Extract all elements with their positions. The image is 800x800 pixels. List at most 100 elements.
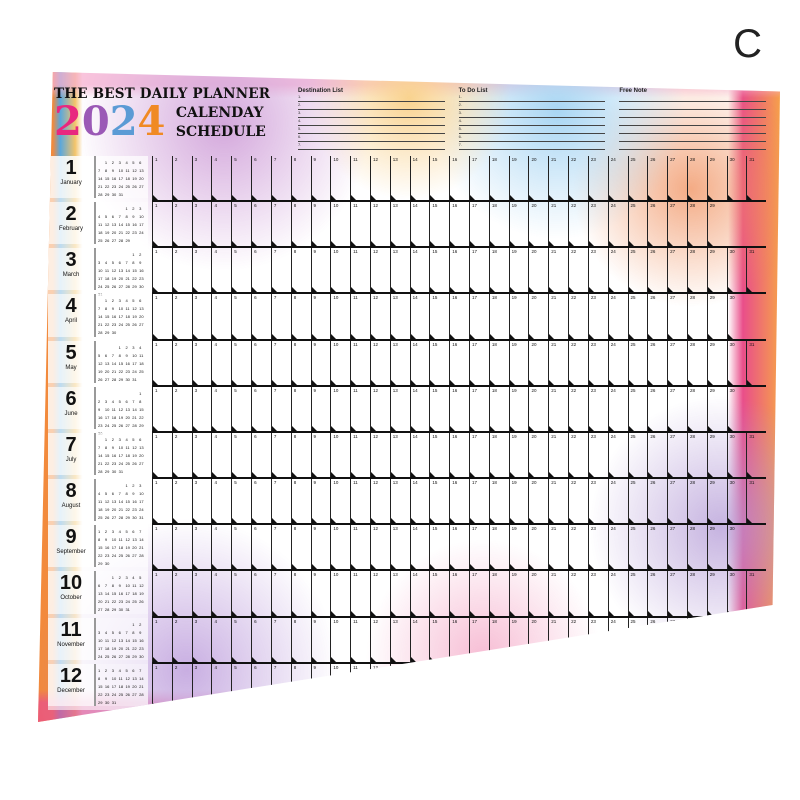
day-cell[interactable]: 4	[211, 248, 231, 293]
day-cell[interactable]: 28	[686, 156, 707, 201]
day-cell[interactable]: 20	[528, 617, 548, 662]
day-cell[interactable]: 31	[746, 479, 766, 524]
day-cell[interactable]: 2	[171, 294, 192, 339]
day-cell[interactable]: 20	[528, 571, 548, 616]
day-cell[interactable]: 3	[191, 617, 212, 662]
day-cell[interactable]: 12	[369, 479, 390, 524]
day-cell[interactable]: 6	[251, 202, 271, 247]
day-cell[interactable]: 8	[290, 156, 311, 201]
day-cell[interactable]: 19	[508, 663, 529, 709]
day-cell[interactable]: 10	[330, 663, 350, 709]
day-cell[interactable]: 9	[310, 202, 331, 247]
day-cell[interactable]: 11	[350, 340, 370, 385]
day-cell[interactable]: 28	[686, 663, 707, 709]
day-cell[interactable]: 30	[726, 156, 747, 201]
day-cell[interactable]: 17	[469, 294, 489, 339]
day-cell[interactable]: 12	[369, 156, 390, 201]
day-cell[interactable]: 24	[607, 202, 628, 247]
day-cell[interactable]: 22	[568, 386, 588, 432]
day-cell[interactable]: 29	[706, 248, 727, 293]
day-cell[interactable]: 8	[290, 663, 311, 709]
day-cell[interactable]: 26	[647, 571, 667, 616]
day-cell[interactable]: 2	[171, 340, 192, 385]
day-cell[interactable]: 5	[231, 156, 251, 201]
day-cell[interactable]: 10	[330, 432, 350, 478]
day-cell[interactable]: 4	[211, 294, 231, 339]
day-cell[interactable]: 16	[449, 479, 469, 524]
day-cell[interactable]: 5	[231, 617, 251, 662]
day-cell[interactable]: 10	[330, 156, 350, 201]
day-cell[interactable]: 29	[706, 479, 727, 524]
day-cell[interactable]: 6	[251, 571, 271, 616]
day-cell[interactable]: 29	[706, 432, 727, 478]
day-cell[interactable]: 28	[686, 202, 707, 247]
day-cell[interactable]: 4	[211, 202, 231, 247]
day-cell[interactable]: 10	[330, 571, 350, 616]
day-cell[interactable]: 11	[350, 386, 370, 432]
day-cell[interactable]: 17	[469, 386, 489, 432]
day-cell[interactable]: 6	[251, 248, 271, 293]
day-cell[interactable]: 18	[488, 663, 509, 709]
day-cell[interactable]: 24	[607, 617, 628, 662]
day-cell[interactable]: 11	[350, 202, 370, 247]
day-cell[interactable]: 3	[191, 202, 212, 247]
day-cell[interactable]: 3	[191, 479, 212, 524]
day-cell[interactable]: 9	[310, 663, 331, 709]
day-cell[interactable]: 1	[152, 571, 172, 616]
day-cell[interactable]: 15	[429, 294, 449, 339]
day-cell[interactable]: 21	[548, 156, 568, 201]
day-cell[interactable]: 31	[746, 156, 766, 201]
day-cell[interactable]: 20	[528, 202, 548, 247]
day-cell[interactable]: 22	[568, 202, 588, 247]
day-cell[interactable]: 8	[290, 340, 311, 385]
day-cell[interactable]: 23	[587, 617, 608, 662]
day-cell[interactable]: 19	[508, 479, 529, 524]
day-cell[interactable]: 23	[587, 202, 608, 247]
day-cell[interactable]: 7	[270, 617, 291, 662]
day-cell[interactable]: 26	[647, 156, 667, 201]
day-cell[interactable]: 7	[270, 432, 291, 478]
day-cell[interactable]: 26	[647, 386, 667, 432]
day-cell[interactable]: 2	[171, 386, 192, 432]
day-cell[interactable]: 3	[191, 525, 212, 570]
day-cell[interactable]: 19	[508, 525, 529, 570]
day-cell[interactable]: 25	[627, 340, 648, 385]
day-cell[interactable]: 29	[706, 202, 727, 247]
day-cell[interactable]: 23	[587, 156, 608, 201]
day-cell[interactable]: 9	[310, 156, 331, 201]
day-cell[interactable]: 28	[686, 432, 707, 478]
day-cell[interactable]: 21	[548, 617, 568, 662]
day-cell[interactable]: 6	[251, 294, 271, 339]
day-cell[interactable]: 23	[587, 663, 608, 709]
day-cell[interactable]: 8	[290, 248, 311, 293]
day-cell[interactable]: 5	[231, 571, 251, 616]
day-cell[interactable]: 13	[389, 525, 410, 570]
day-cell[interactable]: 24	[607, 294, 628, 339]
day-cell[interactable]: 1	[152, 479, 172, 524]
day-cell[interactable]: 21	[548, 386, 568, 432]
day-cell[interactable]: 11	[350, 432, 370, 478]
day-cell[interactable]: 26	[647, 340, 667, 385]
day-cell[interactable]: 5	[231, 248, 251, 293]
day-cell[interactable]: 22	[568, 479, 588, 524]
day-cell[interactable]: 19	[508, 340, 529, 385]
day-cell[interactable]: 15	[429, 340, 449, 385]
day-cell[interactable]: 22	[568, 340, 588, 385]
day-cell[interactable]: 11	[350, 479, 370, 524]
day-cell[interactable]: 12	[369, 663, 390, 709]
day-cell[interactable]: 7	[270, 202, 291, 247]
day-cell[interactable]: 9	[310, 248, 331, 293]
day-cell[interactable]: 13	[389, 571, 410, 616]
day-cell[interactable]: 20	[528, 294, 548, 339]
day-cell[interactable]: 3	[191, 156, 212, 201]
day-cell[interactable]: 18	[488, 571, 509, 616]
day-cell[interactable]: 8	[290, 525, 311, 570]
day-cell[interactable]: 24	[607, 663, 628, 709]
day-cell[interactable]: 8	[290, 432, 311, 478]
day-cell[interactable]: 27	[667, 248, 687, 293]
day-cell[interactable]: 11	[350, 571, 370, 616]
day-cell[interactable]: 9	[310, 386, 331, 432]
day-cell[interactable]: 11	[350, 663, 370, 709]
day-cell[interactable]: 23	[587, 386, 608, 432]
day-cell[interactable]: 8	[290, 617, 311, 662]
